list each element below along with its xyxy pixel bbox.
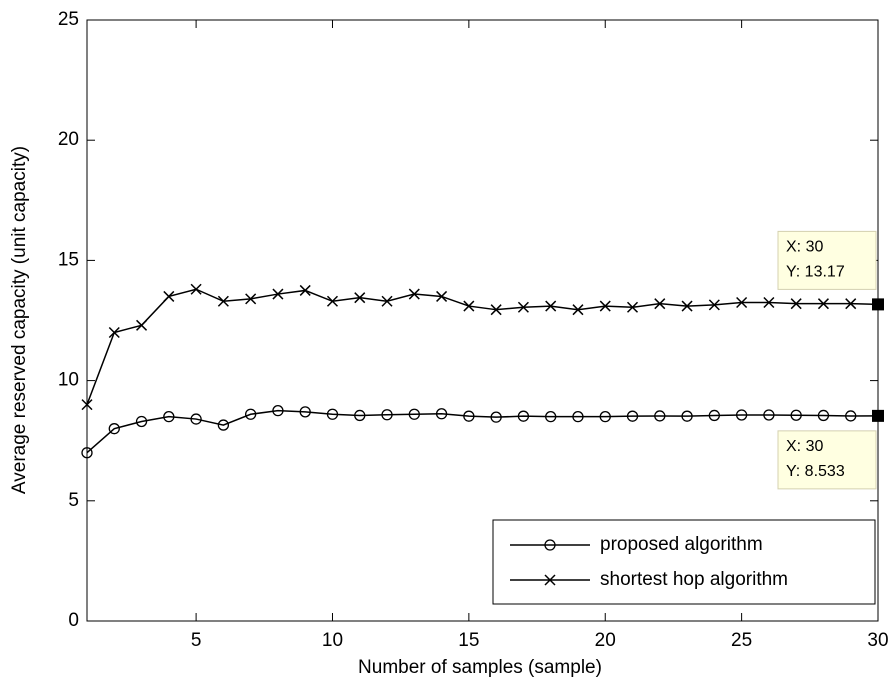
data-tip-marker xyxy=(872,410,884,422)
y-axis-label: Average reserved capacity (unit capacity… xyxy=(9,146,30,494)
x-tick-label: 30 xyxy=(867,630,888,651)
y-tick-label: 25 xyxy=(58,9,79,30)
x-tick-label: 20 xyxy=(595,630,616,651)
data-tip-text: X: 30 xyxy=(786,438,823,455)
legend-label: shortest hop algorithm xyxy=(600,569,788,590)
x-tick-label: 25 xyxy=(731,630,752,651)
y-tick-label: 10 xyxy=(58,370,79,391)
x-axis-label: Number of samples (sample) xyxy=(358,657,602,678)
legend: proposed algorithm shortest hop algorithm xyxy=(493,520,875,604)
x-tick-label: 5 xyxy=(191,630,202,651)
legend-label: proposed algorithm xyxy=(600,534,763,555)
data-tip-text: Y: 8.533 xyxy=(786,463,845,480)
data-tip-marker xyxy=(872,298,884,310)
x-tick-label: 15 xyxy=(458,630,479,651)
data-tip-text: Y: 13.17 xyxy=(786,264,845,281)
data-tip-text: X: 30 xyxy=(786,239,823,256)
legend-box xyxy=(493,520,875,604)
y-tick-label: 5 xyxy=(68,490,79,511)
x-tick-label: 10 xyxy=(322,630,343,651)
chart: Number of samples (sample) Average reser… xyxy=(0,0,896,688)
y-tick-label: 20 xyxy=(58,129,79,150)
y-tick-label: 15 xyxy=(58,249,79,270)
y-tick-label: 0 xyxy=(68,610,79,631)
